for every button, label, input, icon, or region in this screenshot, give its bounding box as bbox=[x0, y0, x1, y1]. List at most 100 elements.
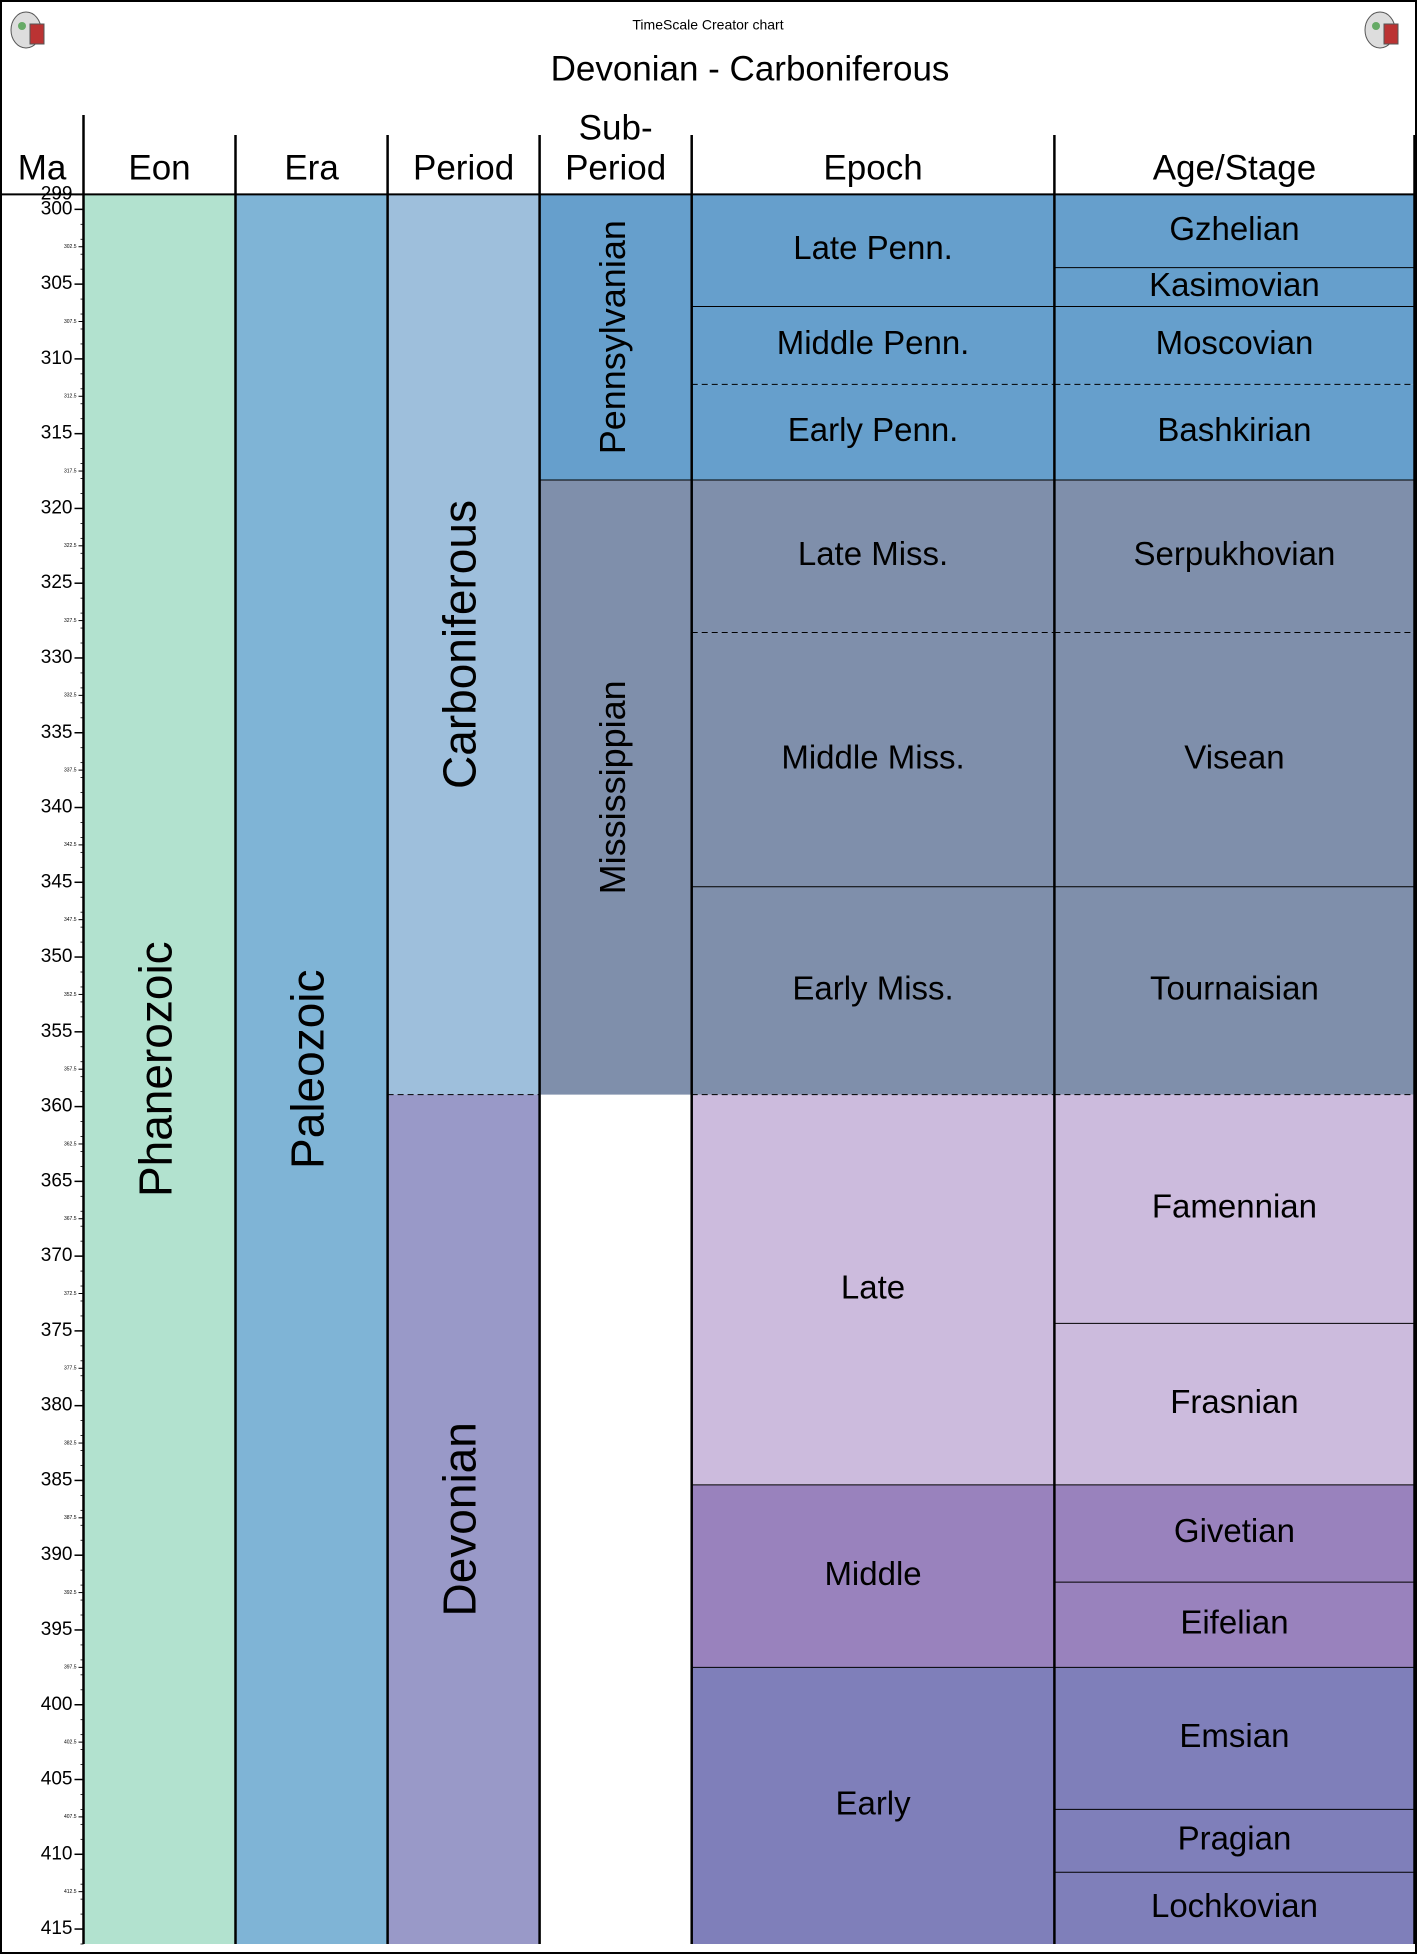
minor-tick-label: 407.5 bbox=[64, 1814, 77, 1820]
y-tick-label: 390 bbox=[41, 1544, 73, 1565]
minor-tick-label: 327.5 bbox=[64, 618, 77, 624]
logo-right bbox=[1364, 11, 1399, 49]
minor-tick-label: 397.5 bbox=[64, 1665, 77, 1671]
chart-title: Devonian - Carboniferous bbox=[551, 49, 950, 88]
y-tick-label: 385 bbox=[41, 1469, 73, 1490]
minor-tick-label: 337.5 bbox=[64, 767, 77, 773]
interval-label: Pennsylvanian bbox=[592, 220, 633, 454]
interval bbox=[539, 480, 692, 1095]
y-tick-label: 335 bbox=[41, 722, 73, 743]
interval-label: Early Penn. bbox=[788, 411, 959, 448]
minor-tick-label: 402.5 bbox=[64, 1739, 77, 1745]
interval bbox=[1054, 1667, 1415, 1810]
y-tick-label: 325 bbox=[41, 572, 73, 593]
minor-tick-label: 317.5 bbox=[64, 468, 77, 474]
y-tick-label: 370 bbox=[41, 1245, 73, 1266]
interval bbox=[1054, 632, 1415, 887]
interval-label: Paleozoic bbox=[282, 969, 334, 1168]
interval-label: Eifelian bbox=[1180, 1603, 1288, 1640]
interval-label: Late Miss. bbox=[798, 535, 948, 572]
minor-tick-label: 307.5 bbox=[64, 319, 77, 325]
interval bbox=[691, 1094, 1055, 1485]
interval bbox=[691, 632, 1055, 887]
interval-label: Early Miss. bbox=[792, 969, 953, 1006]
y-tick-label: 330 bbox=[41, 647, 73, 668]
y-tick-label: 415 bbox=[41, 1918, 73, 1939]
interval bbox=[83, 194, 236, 1944]
y-tick-label: 320 bbox=[41, 497, 73, 518]
column-header: Eon bbox=[128, 148, 190, 187]
interval bbox=[235, 194, 388, 1944]
column-header: Era bbox=[284, 148, 339, 187]
interval-label: Bashkirian bbox=[1157, 411, 1311, 448]
interval-label: Late bbox=[841, 1268, 905, 1305]
interval-label: Frasnian bbox=[1170, 1383, 1298, 1420]
minor-tick-label: 342.5 bbox=[64, 842, 77, 848]
y-tick-label: 299 bbox=[41, 183, 73, 204]
y-tick-label: 360 bbox=[41, 1096, 73, 1117]
y-tick-label: 405 bbox=[41, 1769, 73, 1790]
minor-tick-label: 392.5 bbox=[64, 1590, 77, 1596]
interval-label: Famennian bbox=[1152, 1188, 1317, 1225]
column-header: Age/Stage bbox=[1153, 148, 1316, 187]
interval-label: Moscovian bbox=[1156, 324, 1314, 361]
interval bbox=[1054, 384, 1415, 481]
minor-tick-label: 312.5 bbox=[64, 394, 77, 400]
minor-tick-label: 387.5 bbox=[64, 1515, 77, 1521]
minor-tick-label: 322.5 bbox=[64, 543, 77, 549]
minor-tick-label: 412.5 bbox=[64, 1889, 77, 1895]
interval-label: Gzhelian bbox=[1169, 210, 1299, 247]
y-tick-label: 380 bbox=[41, 1395, 73, 1416]
minor-tick-label: 302.5 bbox=[64, 244, 77, 250]
interval bbox=[691, 194, 1055, 307]
y-tick-label: 400 bbox=[41, 1694, 73, 1715]
interval bbox=[1054, 1484, 1415, 1583]
interval bbox=[691, 480, 1055, 633]
interval bbox=[1054, 1323, 1415, 1485]
y-tick-label: 365 bbox=[41, 1170, 73, 1191]
minor-tick-label: 382.5 bbox=[64, 1440, 77, 1446]
interval-label: Late Penn. bbox=[793, 229, 953, 266]
y-tick-label: 395 bbox=[41, 1619, 73, 1640]
interval bbox=[691, 384, 1055, 481]
interval-label: Kasimovian bbox=[1149, 266, 1320, 303]
interval bbox=[387, 194, 540, 1095]
logo-left bbox=[10, 11, 45, 49]
interval-label: Visean bbox=[1184, 738, 1284, 775]
minor-tick-label: 372.5 bbox=[64, 1291, 77, 1297]
y-tick-label: 350 bbox=[41, 946, 73, 967]
column-header: Period bbox=[565, 148, 666, 187]
interval bbox=[691, 1484, 1055, 1668]
minor-tick-label: 357.5 bbox=[64, 1067, 77, 1073]
subtitle: TimeScale Creator chart bbox=[632, 17, 783, 33]
minor-tick-label: 362.5 bbox=[64, 1141, 77, 1147]
interval bbox=[387, 1094, 540, 1944]
interval-label: Devonian bbox=[434, 1422, 486, 1616]
interval bbox=[539, 194, 692, 481]
minor-tick-label: 377.5 bbox=[64, 1366, 77, 1372]
y-tick-label: 300 bbox=[41, 198, 73, 219]
y-tick-label: 345 bbox=[41, 871, 73, 892]
interval bbox=[1054, 1582, 1415, 1668]
interval-label: Middle Miss. bbox=[781, 738, 964, 775]
minor-tick-label: 367.5 bbox=[64, 1216, 77, 1222]
interval bbox=[1054, 886, 1415, 1095]
minor-tick-label: 332.5 bbox=[64, 693, 77, 699]
interval-label: Pragian bbox=[1178, 1820, 1292, 1857]
column-header: Period bbox=[413, 148, 514, 187]
interval-label: Carboniferous bbox=[434, 500, 486, 789]
y-tick-label: 310 bbox=[41, 348, 73, 369]
interval bbox=[1054, 267, 1415, 307]
interval bbox=[691, 306, 1055, 385]
y-tick-label: 305 bbox=[41, 273, 73, 294]
interval bbox=[1054, 306, 1415, 385]
interval bbox=[691, 1667, 1055, 1944]
y-tick-label: 410 bbox=[41, 1843, 73, 1864]
interval bbox=[1054, 1872, 1415, 1944]
interval bbox=[1054, 194, 1415, 268]
axis-label: Ma bbox=[18, 148, 67, 187]
interval-label: Middle bbox=[824, 1555, 921, 1592]
interval-label: Serpukhovian bbox=[1134, 535, 1336, 572]
